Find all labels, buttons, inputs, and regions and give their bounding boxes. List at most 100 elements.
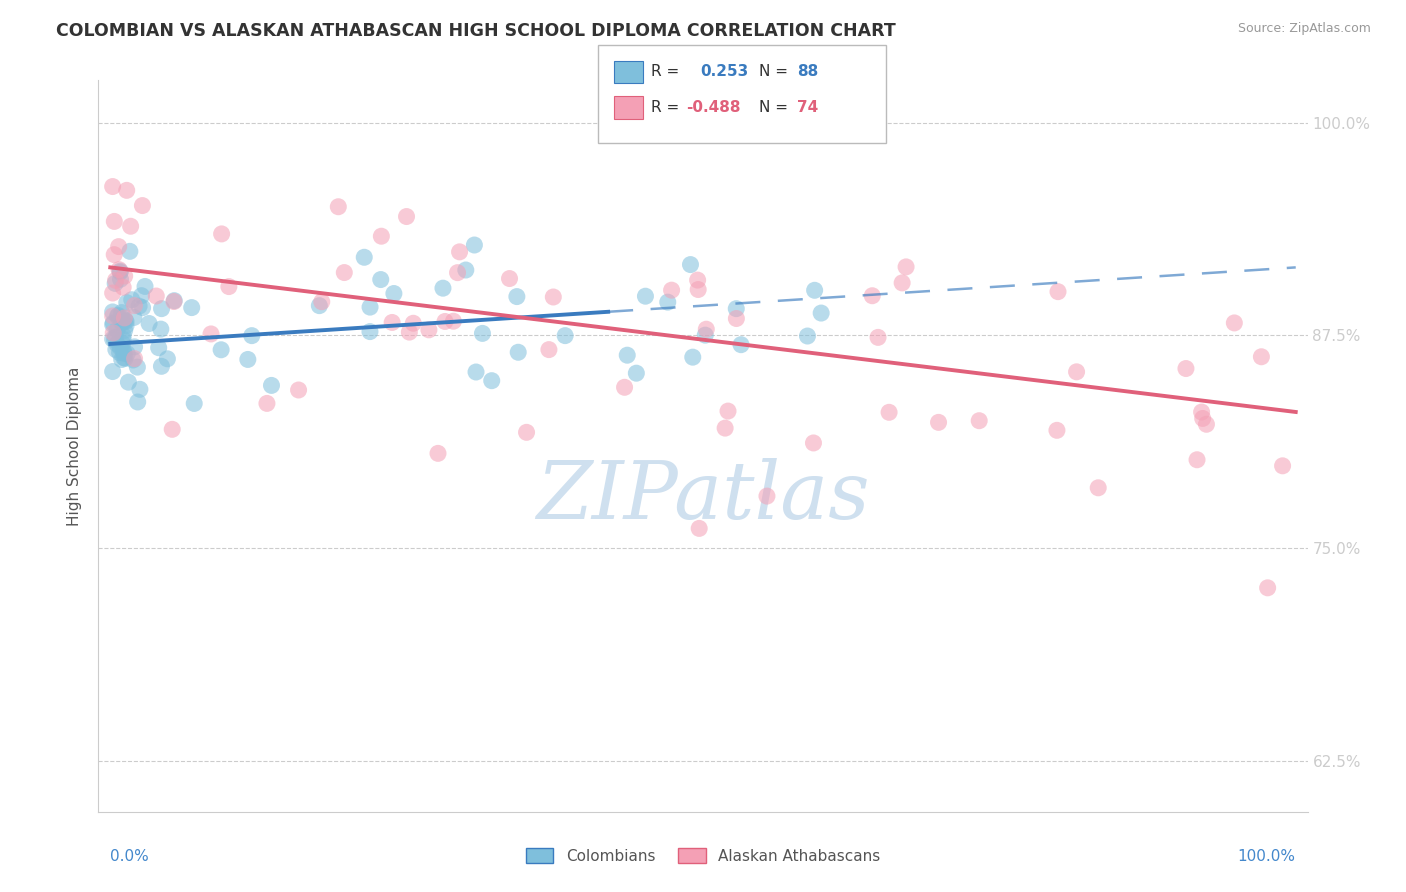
Point: [928, 416, 950, 430]
Point: [370, 229, 392, 244]
Point: [256, 396, 278, 410]
Point: [686, 273, 709, 287]
Point: [163, 294, 186, 309]
Text: 74: 74: [797, 101, 818, 115]
Point: [103, 326, 125, 340]
Point: [120, 219, 142, 234]
Point: [353, 250, 375, 264]
Text: N =: N =: [759, 64, 789, 78]
Point: [115, 314, 138, 328]
Point: [463, 238, 485, 252]
Point: [101, 365, 124, 379]
Point: [370, 272, 392, 286]
Point: [111, 352, 134, 367]
Point: [101, 332, 124, 346]
Point: [107, 309, 129, 323]
Point: [200, 326, 222, 341]
Point: [498, 271, 520, 285]
Point: [105, 337, 128, 351]
Point: [211, 227, 233, 241]
Point: [359, 300, 381, 314]
Point: [104, 330, 127, 344]
Point: [402, 316, 425, 330]
Point: [163, 293, 186, 308]
Point: [695, 322, 717, 336]
Point: [688, 283, 710, 297]
Point: [110, 265, 132, 279]
Point: [434, 314, 457, 328]
Point: [111, 336, 134, 351]
Point: [382, 286, 405, 301]
Point: [108, 262, 131, 277]
Point: [657, 295, 679, 310]
Point: [755, 489, 778, 503]
Point: [117, 375, 139, 389]
Point: [209, 343, 232, 357]
Point: [112, 332, 135, 346]
Point: [115, 183, 138, 197]
Point: [661, 283, 683, 297]
Point: [1195, 417, 1218, 432]
Point: [1250, 350, 1272, 364]
Y-axis label: High School Diploma: High School Diploma: [67, 367, 83, 525]
Point: [124, 299, 146, 313]
Point: [108, 340, 131, 354]
Point: [682, 350, 704, 364]
Point: [454, 263, 477, 277]
Text: COLOMBIAN VS ALASKAN ATHABASCAN HIGH SCHOOL DIPLOMA CORRELATION CHART: COLOMBIAN VS ALASKAN ATHABASCAN HIGH SCH…: [56, 22, 896, 40]
Point: [554, 328, 576, 343]
Text: 0.0%: 0.0%: [110, 849, 149, 864]
Point: [110, 272, 132, 286]
Point: [148, 341, 170, 355]
Point: [122, 353, 145, 368]
Point: [418, 323, 440, 337]
Point: [103, 214, 125, 228]
Text: R =: R =: [651, 101, 679, 115]
Point: [1191, 411, 1213, 425]
Point: [449, 244, 471, 259]
Point: [160, 422, 183, 436]
Point: [149, 322, 172, 336]
Point: [427, 446, 450, 460]
Point: [1271, 458, 1294, 473]
Point: [860, 289, 883, 303]
Point: [1174, 361, 1197, 376]
Point: [101, 318, 124, 332]
Point: [634, 289, 657, 303]
Point: [122, 310, 145, 325]
Point: [725, 301, 748, 316]
Point: [1066, 365, 1088, 379]
Point: [101, 179, 124, 194]
Point: [725, 311, 748, 326]
Point: [688, 521, 710, 535]
Point: [115, 295, 138, 310]
Point: [446, 266, 468, 280]
Point: [717, 404, 740, 418]
Point: [108, 264, 131, 278]
Point: [471, 326, 494, 341]
Point: [131, 288, 153, 302]
Point: [240, 328, 263, 343]
Point: [359, 325, 381, 339]
Point: [112, 346, 135, 360]
Point: [131, 198, 153, 212]
Point: [101, 309, 124, 323]
Point: [398, 325, 420, 339]
Point: [328, 200, 350, 214]
Point: [111, 305, 134, 319]
Point: [441, 314, 464, 328]
Text: 100.0%: 100.0%: [1237, 849, 1296, 864]
Point: [103, 316, 125, 330]
Point: [866, 330, 889, 344]
Point: [134, 279, 156, 293]
Point: [114, 268, 136, 283]
Point: [101, 285, 124, 300]
Point: [104, 273, 127, 287]
Point: [877, 405, 900, 419]
Point: [308, 299, 330, 313]
Point: [613, 380, 636, 394]
Point: [465, 365, 488, 379]
Point: [150, 301, 173, 316]
Point: [114, 351, 136, 366]
Point: [891, 276, 914, 290]
